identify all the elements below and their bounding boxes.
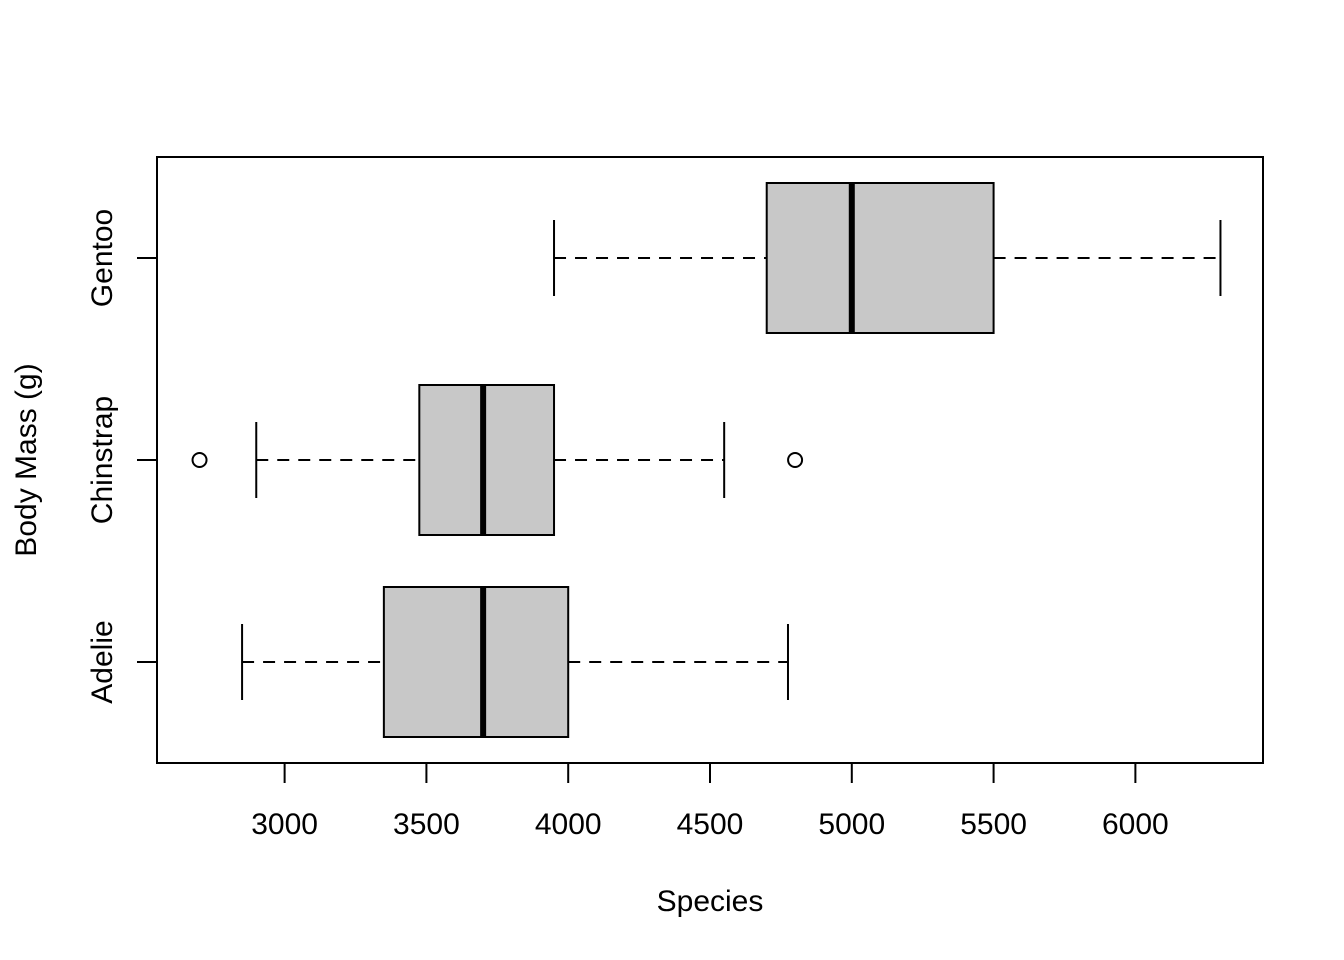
box-gentoo (553, 182, 1222, 334)
x-tick-label: 3500 (393, 808, 460, 841)
box-adelie (241, 586, 789, 738)
x-tick-label: 4000 (535, 808, 602, 841)
y-tick-label-chinstrap: Chinstrap (86, 396, 119, 524)
x-axis-label: Species (657, 885, 764, 918)
outlier-point (787, 452, 804, 468)
outlier-point (191, 452, 208, 468)
boxes-layer (191, 182, 1222, 738)
x-tick-label: 6000 (1102, 808, 1169, 841)
x-tick-label: 3000 (251, 808, 318, 841)
y-axis: Adelie Chinstrap Gentoo (86, 209, 158, 704)
y-axis-label: Body Mass (g) (10, 363, 43, 556)
x-tick-label: 4500 (677, 808, 744, 841)
x-tick-label: 5500 (960, 808, 1027, 841)
x-axis: 3000 3500 4000 4500 5000 5500 6000 (251, 762, 1169, 841)
iqr-box (418, 384, 556, 536)
x-tick-label: 5000 (818, 808, 885, 841)
y-tick-label-adelie: Adelie (86, 620, 119, 703)
iqr-box (765, 182, 995, 334)
box-chinstrap (191, 384, 804, 536)
iqr-box (382, 586, 570, 738)
y-tick-label-gentoo: Gentoo (86, 209, 119, 307)
